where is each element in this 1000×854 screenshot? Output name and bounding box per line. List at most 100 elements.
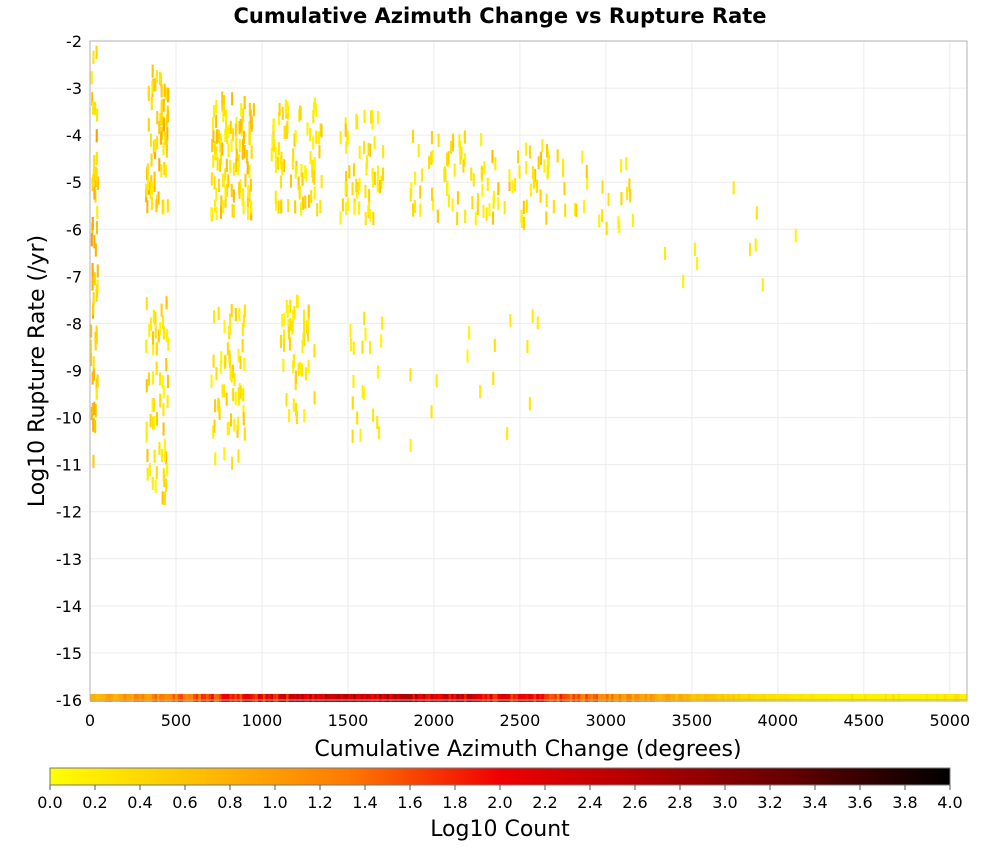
- heatmap-cell: [149, 133, 152, 147]
- x-tick-label: 4000: [757, 711, 798, 730]
- heatmap-cell: [222, 173, 225, 187]
- heatmap-cell: [463, 130, 466, 144]
- heatmap-cell: [212, 129, 215, 143]
- heatmap-cell: [879, 694, 883, 702]
- colorbar-tick-label: 2.8: [667, 793, 692, 812]
- heatmap-cell: [246, 161, 249, 175]
- heatmap-cell: [162, 385, 165, 399]
- heatmap-cell: [444, 168, 447, 182]
- heatmap-cell: [369, 209, 372, 223]
- heatmap-cell: [351, 429, 354, 443]
- heatmap-cell: [95, 378, 98, 392]
- heatmap-cell: [155, 70, 158, 84]
- heatmap-cell: [448, 694, 452, 702]
- heatmap-cell: [541, 139, 544, 153]
- heatmap-cell: [221, 694, 225, 702]
- heatmap-cell: [232, 204, 235, 218]
- heatmap-cell: [212, 154, 215, 168]
- heatmap-cell: [843, 694, 847, 702]
- heatmap-cell: [233, 418, 236, 432]
- heatmap-cell: [233, 372, 236, 386]
- colorbar-tick-label: 2.4: [577, 793, 602, 812]
- heatmap-cell: [706, 694, 710, 702]
- heatmap-cell: [696, 694, 700, 702]
- heatmap-cell: [629, 189, 632, 203]
- heatmap-cell: [160, 104, 163, 118]
- heatmap-cell: [203, 694, 207, 702]
- heatmap-cell: [248, 164, 251, 178]
- heatmap-cell: [502, 694, 506, 702]
- colorbar-label: Log10 Count: [430, 817, 570, 842]
- heatmap-cell: [151, 476, 154, 490]
- heatmap-cell: [213, 694, 217, 702]
- colorbar-tick-label: 0.2: [82, 793, 107, 812]
- heatmap-cell: [301, 172, 304, 186]
- heatmap-cell: [242, 201, 245, 215]
- heatmap-cell: [938, 694, 942, 702]
- heatmap-cell: [453, 694, 457, 702]
- heatmap-cell: [479, 694, 483, 702]
- heatmap-cell: [277, 111, 280, 126]
- heatmap-cell: [159, 393, 162, 407]
- heatmap-cell: [667, 694, 671, 702]
- heatmap-cell: [642, 694, 646, 702]
- heatmap-cell: [247, 184, 250, 198]
- heatmap-cell: [287, 318, 290, 333]
- heatmap-cell: [590, 694, 594, 702]
- heatmap-cell: [148, 88, 151, 102]
- heatmap-cell: [156, 136, 159, 150]
- heatmap-cell: [274, 190, 277, 204]
- heatmap-cell: [220, 195, 223, 209]
- heatmap-cell: [587, 694, 591, 702]
- heatmap-cell: [92, 694, 96, 702]
- heatmap-cell: [419, 185, 422, 199]
- heatmap-cell: [432, 197, 435, 211]
- heatmap-cell: [799, 694, 803, 702]
- heatmap-cell: [162, 201, 165, 215]
- heatmap-cell: [513, 694, 517, 702]
- heatmap-cell: [238, 121, 241, 135]
- heatmap-cell: [380, 334, 383, 348]
- heatmap-cell: [288, 326, 291, 340]
- heatmap-cell: [623, 694, 628, 702]
- heatmap-cell: [225, 109, 228, 123]
- heatmap-cell: [304, 694, 308, 702]
- heatmap-cell: [91, 371, 94, 385]
- heatmap-cell: [835, 694, 839, 702]
- heatmap-cell: [476, 202, 479, 216]
- heatmap-cell: [742, 694, 746, 702]
- heatmap-cell: [165, 451, 168, 465]
- heatmap-cell: [539, 189, 542, 203]
- heatmap-cell: [230, 138, 233, 153]
- heatmap-cell: [212, 425, 215, 439]
- heatmap-cell: [166, 463, 169, 477]
- heatmap-cell: [905, 694, 909, 702]
- heatmap-cell: [394, 694, 398, 702]
- heatmap-cell: [307, 359, 310, 373]
- heatmap-cell: [226, 694, 230, 702]
- heatmap-cell: [287, 199, 290, 213]
- heatmap-cell: [598, 214, 601, 228]
- heatmap-cell: [224, 128, 227, 142]
- heatmap-cell: [634, 694, 638, 702]
- heatmap-cell: [230, 413, 233, 427]
- heatmap-cell: [353, 201, 356, 215]
- heatmap-cell: [722, 694, 726, 702]
- heatmap-cell: [430, 151, 433, 165]
- heatmap-cell: [544, 694, 548, 702]
- heatmap-cell: [368, 694, 372, 702]
- heatmap-cell: [302, 332, 305, 346]
- heatmap-cell: [163, 448, 166, 462]
- heatmap-cell: [309, 694, 313, 702]
- heatmap-cell: [447, 151, 450, 165]
- heatmap-cell: [313, 186, 316, 200]
- heatmap-cell: [154, 694, 158, 702]
- heatmap-cell: [693, 694, 697, 702]
- heatmap-cell: [480, 133, 483, 147]
- heatmap-cell: [152, 416, 155, 430]
- heatmap-cell: [322, 694, 326, 702]
- heatmap-cell: [277, 200, 280, 214]
- heatmap-cell: [820, 694, 824, 702]
- heatmap-cell: [234, 391, 237, 405]
- heatmap-cell: [221, 142, 224, 156]
